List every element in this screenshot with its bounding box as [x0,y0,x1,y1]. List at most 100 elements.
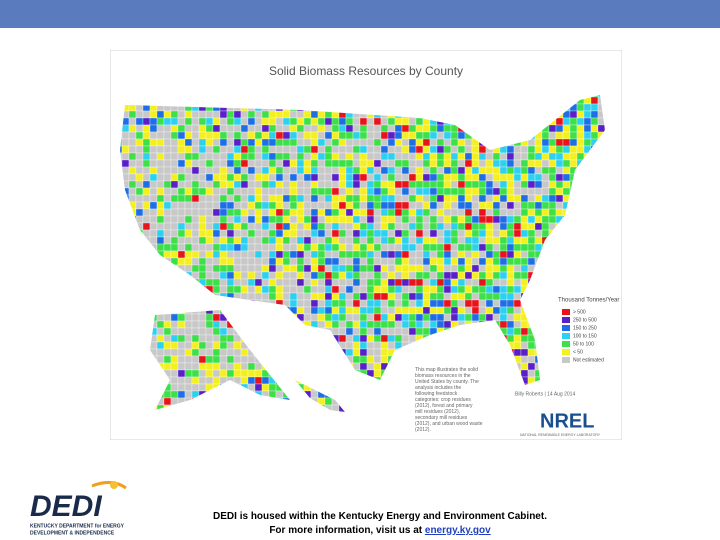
county-cell [191,138,200,147]
county-cell [548,152,557,161]
county-cell [457,306,466,315]
county-cell [254,285,263,294]
county-cell [429,166,438,175]
county-cell [408,285,417,294]
county-cell [338,215,347,224]
county-cell [303,152,312,161]
county-cell [380,173,389,182]
county-cell [457,201,466,210]
county-cell [212,180,221,189]
county-cell [429,313,438,322]
county-cell [177,201,186,210]
county-cell [135,159,144,168]
county-cell [289,117,298,126]
county-cell [233,355,242,364]
county-cell [513,334,522,343]
county-cell [380,313,389,322]
county-cell [352,355,361,364]
county-cell [128,152,137,161]
county-cell [226,257,235,266]
county-cell [555,131,564,140]
county-cell [156,327,165,336]
county-cell [135,110,144,119]
county-cell [310,236,319,245]
county-cell [520,180,529,189]
county-cell [184,145,193,154]
county-cell [485,292,494,301]
county-cell [254,159,263,168]
county-cell [289,145,298,154]
county-cell [261,257,270,266]
county-cell [352,313,361,322]
county-cell [317,271,326,280]
county-cell [338,166,347,175]
county-cell [170,355,179,364]
county-cell [464,313,473,322]
county-cell [170,390,179,399]
county-cell [191,243,200,252]
county-cell [282,264,291,273]
county-cell [443,243,452,252]
county-cell [450,152,459,161]
county-cell [233,229,242,238]
county-cell [408,222,417,231]
county-cell [184,390,193,399]
county-cell [177,138,186,147]
county-cell [408,299,417,308]
county-cell [324,292,333,301]
county-cell [436,201,445,210]
county-cell [156,320,165,329]
footer-link[interactable]: energy.ky.gov [424,525,491,536]
county-cell [492,236,501,245]
county-cell [324,131,333,140]
county-cell [247,243,256,252]
county-cell [380,257,389,266]
county-cell [184,152,193,161]
county-cell [296,110,305,119]
county-cell [359,285,368,294]
county-cell [268,243,277,252]
county-cell [485,173,494,182]
county-cell [492,208,501,217]
county-cell [443,194,452,203]
county-cell [422,159,431,168]
county-cell [408,145,417,154]
county-cell [436,257,445,266]
county-cell [366,271,375,280]
county-cell [198,180,207,189]
county-cell [226,327,235,336]
county-cell [226,362,235,371]
county-cell [303,292,312,301]
county-cell [562,173,571,182]
county-cell [177,243,186,252]
county-cell [499,299,508,308]
county-cell [359,320,368,329]
county-cell [394,313,403,322]
county-cell [331,327,340,336]
county-cell [289,201,298,210]
county-cell [443,299,452,308]
county-cell [275,390,284,399]
county-cell [478,250,487,259]
county-cell [184,243,193,252]
county-cell [408,327,417,336]
county-cell [282,271,291,280]
county-cell [352,278,361,287]
county-cell [401,285,410,294]
county-cell [191,145,200,154]
county-cell [471,285,480,294]
county-cell [457,299,466,308]
county-cell [387,334,396,343]
county-cell [331,131,340,140]
county-cell [471,215,480,224]
county-cell [436,152,445,161]
county-cell [338,292,347,301]
county-cell [352,299,361,308]
county-cell [527,257,536,266]
county-cell [541,201,550,210]
county-cell [457,145,466,154]
county-cell [205,341,214,350]
county-cell [548,131,557,140]
county-cell [506,166,515,175]
county-cell [247,264,256,273]
